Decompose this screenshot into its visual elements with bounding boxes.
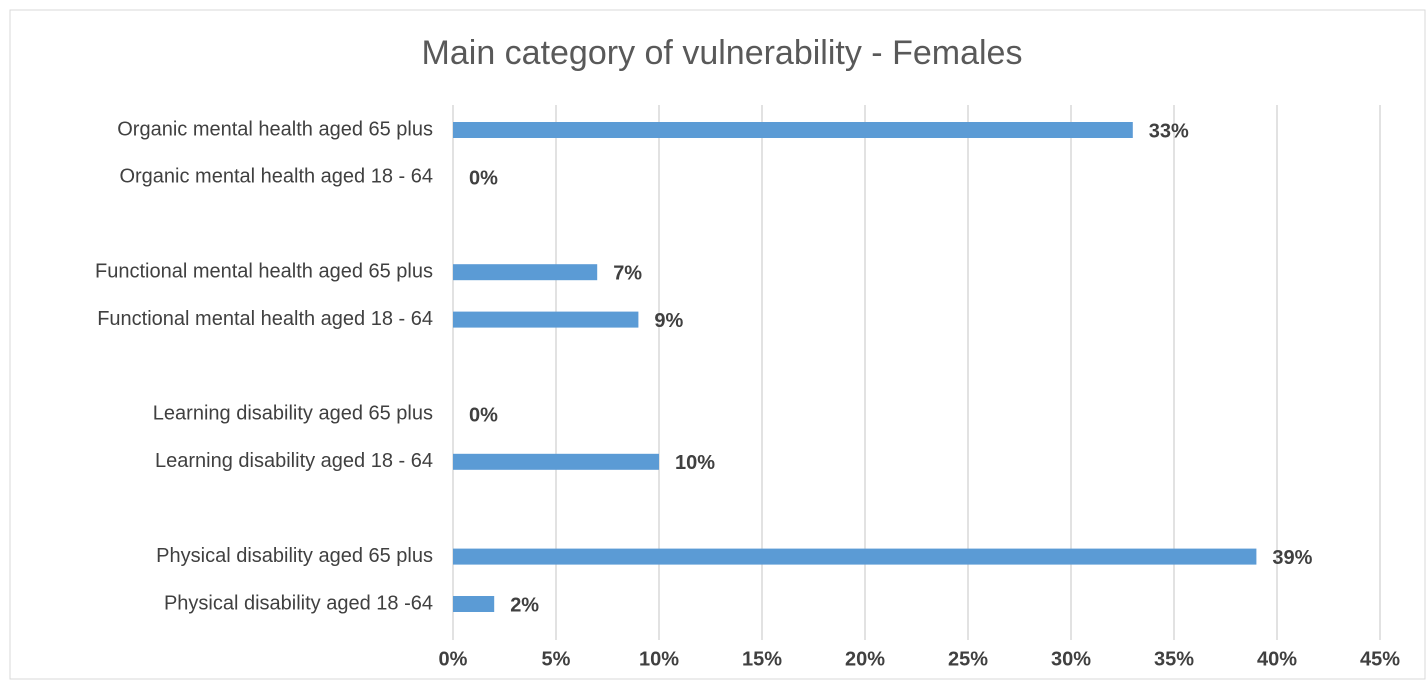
x-tick-label: 0% bbox=[439, 648, 468, 670]
x-tick-label: 15% bbox=[742, 648, 782, 670]
data-label: 10% bbox=[675, 452, 715, 474]
data-label: 7% bbox=[613, 262, 642, 284]
bar bbox=[453, 596, 495, 612]
chart-border bbox=[9, 9, 1426, 680]
y-tick-label: Organic mental health aged 65 plus bbox=[117, 118, 433, 140]
data-label: 2% bbox=[510, 594, 539, 616]
x-tick-label: 5% bbox=[542, 648, 571, 670]
x-tick-label: 25% bbox=[948, 648, 988, 670]
bar bbox=[453, 311, 639, 328]
x-tick-label: 20% bbox=[845, 648, 885, 670]
y-tick-label: Functional mental health aged 18 - 64 bbox=[97, 308, 433, 330]
data-label: 0% bbox=[469, 405, 498, 427]
bar bbox=[453, 264, 598, 281]
data-label: 33% bbox=[1149, 120, 1189, 142]
bar bbox=[453, 453, 659, 470]
y-tick-label: Learning disability aged 18 - 64 bbox=[155, 450, 433, 472]
chart-title: Main category of vulnerability - Females bbox=[422, 34, 1023, 72]
y-tick-label: Learning disability aged 65 plus bbox=[153, 403, 433, 425]
bar bbox=[453, 548, 1257, 565]
x-tick-label: 10% bbox=[639, 648, 679, 670]
y-tick-label: Physical disability aged 18 -64 bbox=[164, 592, 433, 614]
data-label: 9% bbox=[654, 310, 683, 332]
bar bbox=[453, 122, 1133, 138]
x-tick-label: 35% bbox=[1154, 648, 1194, 670]
y-tick-label: Physical disability aged 65 plus bbox=[156, 545, 433, 567]
x-tick-label: 40% bbox=[1257, 648, 1297, 670]
y-tick-label: Functional mental health aged 65 plus bbox=[95, 260, 433, 282]
y-tick-label: Organic mental health aged 18 - 64 bbox=[119, 166, 433, 188]
x-tick-label: 30% bbox=[1051, 648, 1091, 670]
x-tick-label: 45% bbox=[1360, 648, 1400, 670]
data-label: 39% bbox=[1272, 547, 1312, 569]
data-label: 0% bbox=[469, 168, 498, 190]
